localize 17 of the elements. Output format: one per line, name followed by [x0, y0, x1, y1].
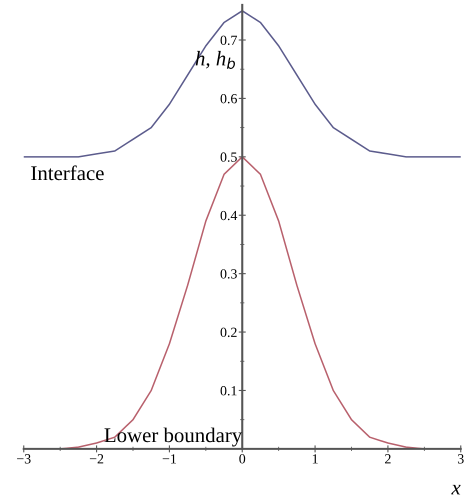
x-axis-title: x [451, 484, 461, 494]
y-tick-label: 0.7 [220, 36, 237, 46]
x-tick-label: 3 [458, 454, 464, 464]
x-tick-label: 0 [239, 454, 246, 464]
y-tick-label: 0.2 [220, 328, 237, 338]
x-tick-label: −1 [162, 454, 176, 464]
y-axis-title: h, h$_{b}$ [196, 50, 235, 69]
y-tick-label: 0.5 [220, 152, 237, 162]
x-tick-label: 2 [385, 454, 391, 464]
annotation: Interface [31, 165, 104, 180]
y-tick-label: 0.6 [220, 94, 237, 104]
x-tick-label: −2 [90, 454, 104, 464]
y-tick-label: 0.4 [220, 210, 238, 220]
y-tick-label: 0.1 [220, 386, 237, 396]
x-tick-label: −3 [17, 454, 31, 464]
y-tick-label: 0.3 [220, 269, 237, 279]
x-tick-label: 1 [312, 454, 318, 464]
